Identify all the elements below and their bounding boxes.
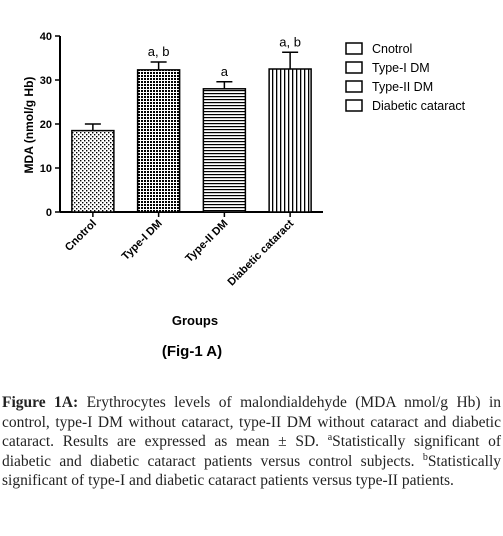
y-tick-label: 30 [40,75,52,87]
caption-sup-b: b [422,451,428,463]
caption-label: Figure 1A: [2,394,79,411]
y-tick-label: 0 [46,207,52,219]
caption-text: Erythrocytes levels of malondialdehyde (… [2,394,502,450]
legend-label: Type-I DM [372,61,430,75]
legend-label: Cnotrol [372,42,412,56]
legend-swatch [345,80,363,93]
significance-label: a [221,64,229,79]
x-tick-label: Diabetic cataract [226,217,297,288]
bar [136,69,181,213]
bar [71,129,115,213]
caption-sup-a: a [327,431,333,443]
bar [268,68,312,213]
x-tick-label: Type-II DM [183,218,230,265]
caption-note-b: Statistically significant of type-I and … [2,452,501,490]
figure-label: (Fig-1 A) [162,343,222,360]
y-axis-title: MDA (nmol/g Hb) [22,77,36,174]
significance-label: a, b [148,44,170,59]
legend-swatch [345,61,363,74]
figure-caption: Figure 1A: Erythrocytes levels of malond… [2,393,501,491]
x-axis-title: Groups [172,313,218,328]
legend-swatch [345,99,363,112]
x-tick-label: Type-I DM [120,218,165,263]
caption-note-a: Statistically significant of diabetic an… [2,433,502,470]
y-tick-label: 20 [40,119,52,131]
x-tick-label: Cnotrol [63,218,99,254]
significance-label: a, b [279,34,301,49]
y-tick-label: 10 [40,163,52,175]
legend-label: Type-II DM [372,80,433,94]
legend-label: Diabetic cataract [372,99,466,113]
y-tick-label: 40 [40,31,52,43]
legend-swatch [345,42,363,55]
bar [202,88,247,213]
